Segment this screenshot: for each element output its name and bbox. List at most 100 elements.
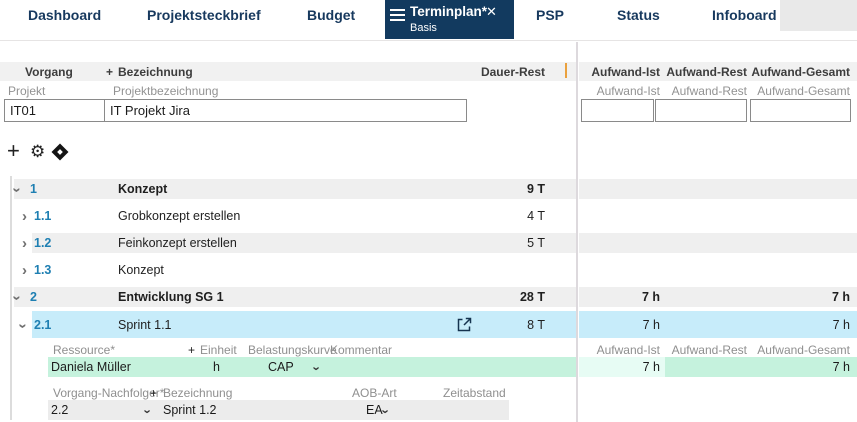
col-header-vorgang-nachfolger: Vorgang-Nachfolger* <box>53 386 165 400</box>
col-header-einheit: Einheit <box>200 343 237 357</box>
row-dauer: 5 T <box>527 236 545 250</box>
table-row-1-3[interactable]: › 1.3 Konzept <box>0 257 857 284</box>
row-name: Entwicklung SG 1 <box>118 290 224 304</box>
tab-psp[interactable]: PSP <box>536 7 565 23</box>
row-dauer: 28 T <box>519 290 545 304</box>
grid-header-left <box>0 62 576 81</box>
tree-guide-line <box>10 176 12 420</box>
col-header-zeitabstand: Zeitabstand <box>443 386 506 400</box>
resource-name-field[interactable]: Daniela Müller <box>51 360 131 374</box>
successor-aob-art-select[interactable]: EA <box>366 403 383 417</box>
row-name: Konzept <box>118 263 164 277</box>
tab-status[interactable]: Status <box>617 7 660 23</box>
col-header-aufwand-gesamt: Aufwand-Gesamt <box>751 65 850 79</box>
project-aufwand-ist-label: Aufwand-Ist <box>596 84 660 98</box>
row-dauer: 8 T <box>527 318 545 332</box>
chevron-right-icon[interactable]: › <box>22 208 27 225</box>
table-row-2[interactable]: › 2 Entwicklung SG 1 28 T 7 h 7 h <box>0 284 857 311</box>
chevron-down-icon[interactable]: › <box>309 366 325 371</box>
resource-aufwand-gesamt: 7 h <box>832 360 850 374</box>
row-number: 1.2 <box>34 236 52 250</box>
resource-ist-cell <box>579 357 665 377</box>
project-aufwand-rest-label: Aufwand-Rest <box>671 84 747 98</box>
grid-header-right <box>579 62 857 81</box>
successor-vorgang-select[interactable]: 2.2 <box>51 403 69 417</box>
table-row-1-2[interactable]: › 1.2 Feinkonzept erstellen 5 T <box>0 230 857 257</box>
col-header-bezeichnung: Bezeichnung <box>118 65 193 79</box>
chevron-right-icon[interactable]: › <box>22 262 27 279</box>
col-header-belastungskurve: Belastungskurve <box>248 343 337 357</box>
project-bezeichnung-label: Projektbezeichnung <box>113 84 219 98</box>
col-header-vorgang: Vorgang <box>25 65 73 79</box>
successor-header-row: Vorgang-Nachfolger* + Bezeichnung AOB-Ar… <box>0 386 857 402</box>
chevron-right-icon[interactable]: › <box>22 235 27 252</box>
col-header-bezeichnung: Bezeichnung <box>163 386 233 400</box>
col-header-aufwand-ist: Aufwand-Ist <box>596 343 660 357</box>
resource-einheit-field[interactable]: h <box>213 360 220 374</box>
row-dauer: 4 T <box>527 209 545 223</box>
col-header-aob-art: AOB-Art <box>352 386 397 400</box>
add-resource-column-button[interactable]: + <box>188 343 196 357</box>
row-number: 1.3 <box>34 263 52 277</box>
project-aufwand-gesamt-label: Aufwand-Gesamt <box>757 84 850 98</box>
col-header-aufwand-rest: Aufwand-Rest <box>666 65 747 79</box>
table-row-1-1[interactable]: › 1.1 Grobkonzept erstellen 4 T <box>0 203 857 230</box>
tab-infoboard[interactable]: Infoboard <box>712 7 777 23</box>
tab-bar-divider <box>0 40 857 41</box>
resource-aufwand-ist: 7 h <box>642 360 660 374</box>
tab-projektsteckbrief[interactable]: Projektsteckbrief <box>147 7 261 23</box>
col-header-aufwand-ist: Aufwand-Ist <box>591 65 660 79</box>
add-row-button[interactable]: + <box>7 138 20 163</box>
active-tab-label: Terminplan* <box>410 4 488 19</box>
settings-gear-icon[interactable]: ⚙ <box>30 142 46 161</box>
row-dauer: 9 T <box>526 182 545 196</box>
active-tab-sublabel: Basis <box>410 22 437 34</box>
add-column-button[interactable]: + <box>106 65 114 79</box>
row-name: Feinkonzept erstellen <box>118 236 237 250</box>
row-name: Konzept <box>118 182 168 196</box>
tab-terminplan-active[interactable]: Terminplan* ✕ Basis <box>385 0 514 39</box>
project-name-field[interactable]: IT Projekt Jira <box>104 99 467 122</box>
menu-hamburger-icon[interactable] <box>390 9 405 21</box>
row-aufwand-ist: 7 h <box>641 290 660 304</box>
close-tab-icon[interactable]: ✕ <box>486 4 497 19</box>
successor-bezeichnung: Sprint 1.2 <box>163 403 217 417</box>
project-aufwand-ist-field[interactable] <box>581 99 654 122</box>
row-name: Sprint 1.1 <box>118 318 172 332</box>
successor-row[interactable]: 2.2 › Sprint 1.2 EA › <box>0 400 857 420</box>
chevron-down-icon[interactable]: › <box>378 409 394 414</box>
table-row-1[interactable]: › 1 Konzept 9 T <box>0 176 857 203</box>
row-aufwand-gesamt: 7 h <box>832 318 850 332</box>
resource-header-row: Ressource* + Einheit Belastungskurve Kom… <box>0 343 857 359</box>
col-header-ressource: Ressource* <box>53 343 116 357</box>
chevron-down-icon[interactable]: › <box>14 323 32 329</box>
tab-budget[interactable]: Budget <box>307 7 356 23</box>
resource-belastungskurve-select[interactable]: CAP <box>268 360 294 374</box>
project-aufwand-rest-field[interactable] <box>655 99 747 122</box>
project-aufwand-gesamt-field[interactable] <box>750 99 851 122</box>
col-header-aufwand-rest: Aufwand-Rest <box>671 343 747 357</box>
col-header-kommentar: Kommentar <box>330 343 393 357</box>
column-marker <box>565 63 567 78</box>
chevron-down-icon[interactable]: › <box>8 187 26 193</box>
row-number: 2.1 <box>34 318 52 332</box>
table-row-2-1-selected[interactable]: › 2.1 Sprint 1.1 8 T 7 h 7 h <box>0 311 857 338</box>
milestone-diamond-icon[interactable] <box>51 143 69 161</box>
tab-dashboard[interactable]: Dashboard <box>28 7 102 23</box>
row-number: 2 <box>30 290 37 304</box>
chevron-down-icon[interactable]: › <box>8 295 26 301</box>
tab-bar-end <box>780 0 857 31</box>
row-name: Grobkonzept erstellen <box>118 209 241 223</box>
open-in-new-icon[interactable] <box>455 315 474 334</box>
resource-row[interactable]: Daniela Müller h CAP › 7 h 7 h <box>0 357 857 377</box>
add-successor-column-button[interactable]: + <box>150 386 158 400</box>
row-number: 1 <box>30 182 37 196</box>
project-row-label: Projekt <box>8 84 46 98</box>
row-aufwand-ist: 7 h <box>642 318 660 332</box>
project-id-field[interactable]: IT01 <box>4 99 105 122</box>
pane-divider[interactable] <box>576 42 578 422</box>
row-aufwand-gesamt: 7 h <box>831 290 850 304</box>
chevron-down-icon[interactable]: › <box>140 409 156 414</box>
col-header-dauer-rest: Dauer-Rest <box>480 65 545 79</box>
